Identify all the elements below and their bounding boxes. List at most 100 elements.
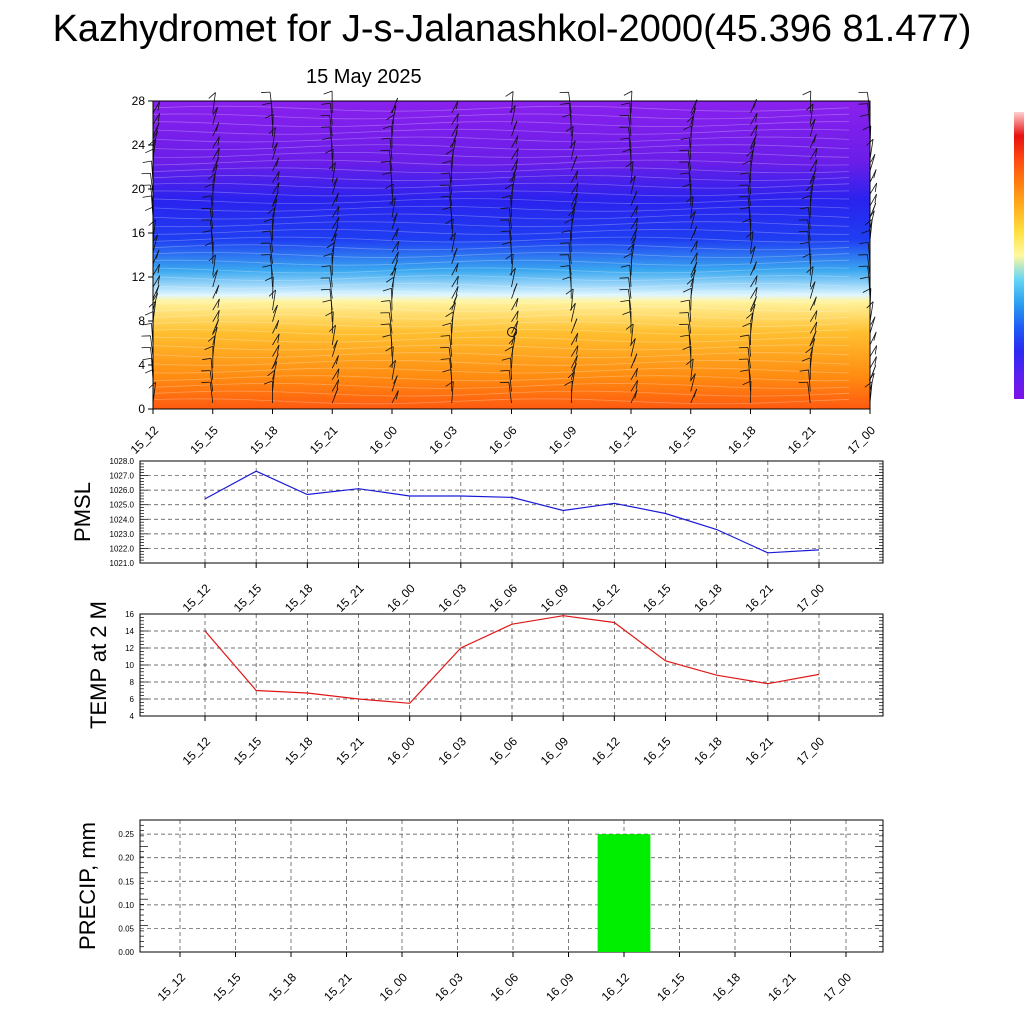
x-tick-label: 16_21	[765, 970, 799, 1004]
calm-wind-marker	[507, 327, 517, 337]
wind-barb-flag	[742, 322, 751, 327]
wind-barb	[869, 169, 877, 183]
contour-line	[152, 267, 850, 274]
wind-barb	[509, 230, 512, 253]
wind-barb-flag	[335, 192, 339, 202]
wind-barb	[688, 300, 692, 322]
wind-barb	[690, 373, 696, 392]
contour-line	[152, 321, 850, 328]
wind-barb-flag	[217, 147, 220, 157]
y-tick-label: 12	[132, 270, 146, 284]
wind-barb	[389, 138, 393, 160]
wind-barb-flag	[277, 333, 280, 343]
wind-barb	[448, 185, 453, 206]
wind-barb-flag	[145, 148, 154, 154]
contour-line	[152, 105, 850, 112]
wind-barb-flag	[321, 102, 331, 105]
wind-barb	[807, 231, 811, 253]
wind-barb	[570, 355, 578, 369]
wind-barb	[272, 127, 276, 148]
contour-line	[152, 213, 850, 220]
contour-line	[152, 290, 850, 297]
wind-barb-flag	[274, 353, 279, 363]
x-tick-label: 15_15	[231, 581, 265, 615]
wind-barb-flag	[455, 262, 459, 272]
wind-barb-flag	[440, 195, 450, 198]
wind-barb	[269, 92, 273, 114]
x-tick-label: 16_15	[640, 581, 674, 615]
wind-barb-flag	[267, 369, 275, 377]
wind-barb	[152, 234, 158, 253]
wind-barb	[630, 323, 634, 346]
wind-barb-flag	[208, 173, 216, 180]
wind-barb	[448, 347, 453, 369]
x-tick-label: 16_18	[710, 970, 744, 1004]
wind-barb-flag	[501, 357, 511, 361]
wind-barb	[388, 312, 393, 334]
y-tick-label: 0.05	[118, 924, 134, 933]
wind-barb	[809, 253, 812, 276]
wind-barb-flag	[148, 219, 156, 226]
wind-barb	[511, 267, 516, 288]
wind-barb-flag	[263, 218, 273, 223]
y-tick-label: 12	[125, 644, 134, 653]
wind-barb-flag	[268, 127, 276, 135]
wind-barb	[511, 253, 514, 276]
wind-barb	[449, 358, 453, 380]
wind-barb-flag	[750, 141, 756, 150]
contour-line	[152, 190, 850, 197]
x-tick-label: 16_06	[487, 734, 521, 768]
y-tick-label: 0.15	[118, 877, 134, 886]
contour-line	[152, 259, 850, 266]
wind-barb	[272, 344, 280, 357]
wind-barb	[628, 115, 632, 137]
wind-barb	[807, 382, 811, 404]
wind-barb	[331, 162, 336, 183]
y-tick-label: 1028.0	[110, 457, 135, 466]
wind-barb-flag	[631, 235, 637, 244]
wind-barb-flag	[872, 202, 877, 212]
wind-barb-flag	[812, 330, 817, 340]
wind-barb	[628, 127, 632, 148]
wind-barb	[570, 345, 579, 357]
wind-barb-flag	[261, 230, 271, 233]
wind-barb-flag	[874, 345, 878, 355]
wind-barb	[451, 286, 459, 299]
wind-barb-column	[858, 91, 878, 404]
wind-barb-flag	[559, 242, 569, 244]
wind-barb	[511, 135, 519, 148]
wind-barb-flag	[145, 311, 154, 316]
x-tick-label: 16_15	[665, 423, 699, 457]
wind-barb	[869, 345, 877, 357]
wind-barb	[809, 321, 818, 334]
wind-barb-flag	[564, 380, 573, 386]
wind-barb	[212, 173, 216, 195]
wind-barb	[212, 269, 218, 288]
contour-line	[152, 382, 850, 389]
wind-barb-flag	[623, 90, 633, 96]
wind-barb-flag	[323, 253, 333, 257]
wind-barb	[809, 281, 816, 299]
wind-barb	[570, 288, 574, 311]
wind-barb-flag	[870, 154, 876, 163]
wind-barb-flag	[505, 253, 514, 260]
wind-barb-flag	[746, 150, 754, 157]
wind-barb-flag	[574, 355, 578, 365]
wind-barb-flag	[516, 148, 519, 158]
wind-barb	[629, 265, 632, 288]
wind-barb	[630, 91, 633, 114]
contour-line	[152, 144, 850, 151]
wind-barb-flag	[634, 389, 638, 399]
wind-barb	[808, 207, 811, 230]
wind-barb-flag	[500, 207, 510, 210]
wind-barb-flag	[323, 90, 333, 95]
wind-barb-flag	[509, 267, 516, 276]
wind-barb-flag	[455, 123, 459, 133]
wind-barb-flag	[142, 160, 152, 164]
wind-barb	[690, 240, 698, 253]
wind-barb-flag	[455, 286, 459, 296]
wind-barb-flag	[693, 226, 698, 236]
wind-barb	[272, 182, 280, 195]
wind-barb-flag	[515, 135, 519, 145]
wind-barb	[212, 327, 218, 346]
